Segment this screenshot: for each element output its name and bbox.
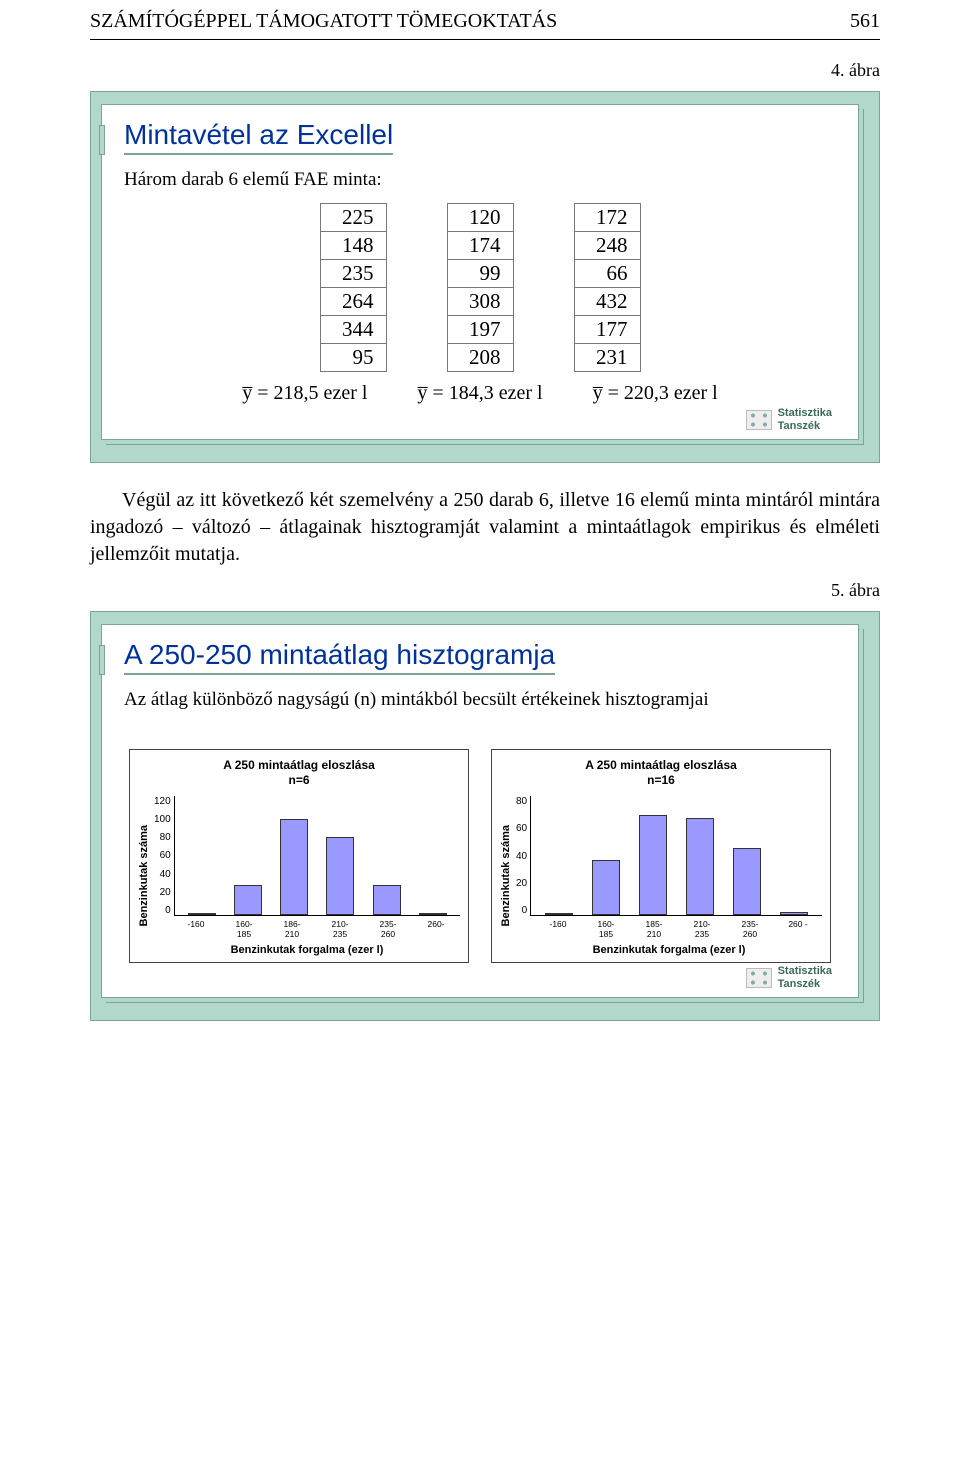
footer-line-2: Tanszék	[778, 420, 832, 433]
mean-3: y̅ = 220,3 ezer l	[593, 382, 718, 405]
slide2-title: A 250-250 mintaátlag hisztogramja	[124, 639, 555, 675]
running-header: SZÁMÍTÓGÉPPEL TÁMOGATOTT TÖMEGOKTATÁS 56…	[90, 10, 880, 33]
chart1-xlabel: Benzinkutak forgalma (ezer l)	[154, 944, 460, 956]
chart1-bars	[174, 796, 460, 916]
corvinus-logo-icon	[746, 410, 772, 430]
slide2-subtitle: Az átlag különböző nagyságú (n) mintákbó…	[124, 689, 836, 711]
bar	[234, 885, 262, 915]
accent-bar	[99, 125, 105, 155]
bar	[639, 815, 667, 915]
sample-col-1: 225 148 235 264 344 95	[320, 203, 387, 372]
figure-4-label: 4. ábra	[90, 60, 880, 81]
mean-1: y̅ = 218,5 ezer l	[242, 382, 367, 405]
chart2-title: A 250 mintaátlag eloszlása n=16	[500, 758, 822, 788]
chart2-ylabel: Benzinkutak száma	[500, 825, 512, 926]
chart1-yaxis: 120 100 80 60 40 20 0	[154, 796, 174, 916]
header-title: SZÁMÍTÓGÉPPEL TÁMOGATOTT TÖMEGOKTATÁS	[90, 10, 557, 33]
bar	[188, 913, 216, 915]
slide2-footer: Statisztika Tanszék	[746, 965, 832, 991]
footer2-line-2: Tanszék	[778, 978, 832, 991]
slide-histograms: A 250-250 mintaátlag hisztogramja Az átl…	[90, 611, 880, 1021]
bar	[373, 885, 401, 915]
bar	[733, 848, 761, 915]
bar	[545, 913, 573, 915]
chart1-ylabel: Benzinkutak száma	[138, 825, 150, 926]
chart2-yaxis: 80 60 40 20 0	[516, 796, 530, 916]
means-row: y̅ = 218,5 ezer l y̅ = 184,3 ezer l y̅ =…	[124, 382, 836, 405]
bar	[780, 912, 808, 915]
body-paragraph: Végül az itt következő két szemelvény a …	[90, 487, 880, 568]
slide1-title: Mintavétel az Excellel	[124, 119, 393, 155]
bar	[686, 818, 714, 915]
corvinus-logo-icon-2	[746, 968, 772, 988]
chart1-title: A 250 mintaátlag eloszlása n=6	[138, 758, 460, 788]
sample-col-3: 172 248 66 432 177 231	[574, 203, 641, 372]
slide2-inner: A 250-250 mintaátlag hisztogramja Az átl…	[101, 624, 859, 998]
chart2-xlabel: Benzinkutak forgalma (ezer l)	[516, 944, 822, 956]
bar	[280, 819, 308, 915]
footer2-line-1: Statisztika	[778, 965, 832, 978]
sample-col-2: 120 174 99 308 197 208	[447, 203, 514, 372]
slide-inner: Mintavétel az Excellel Három darab 6 ele…	[101, 104, 859, 440]
slide1-footer: Statisztika Tanszék	[746, 407, 832, 433]
chart1-xaxis: -160160-185186-210210-235235-260260-	[154, 919, 460, 939]
page-number: 561	[850, 10, 880, 33]
accent-bar-2	[99, 645, 105, 675]
chart2-xaxis: -160160-185185-210210-235235-260260 -	[516, 919, 822, 939]
chart-n16: A 250 mintaátlag eloszlása n=16 Benzinku…	[491, 749, 831, 963]
chart-n6: A 250 mintaátlag eloszlása n=6 Benzinkut…	[129, 749, 469, 963]
chart2-bars	[530, 796, 822, 916]
sample-tables: 225 148 235 264 344 95 120 174 99 308 19…	[124, 203, 836, 372]
document-page: SZÁMÍTÓGÉPPEL TÁMOGATOTT TÖMEGOKTATÁS 56…	[0, 0, 960, 1059]
slide-sampling: Mintavétel az Excellel Három darab 6 ele…	[90, 91, 880, 463]
header-rule	[90, 39, 880, 40]
bar	[419, 913, 447, 915]
bar	[592, 860, 620, 915]
slide1-subtitle: Három darab 6 elemű FAE minta:	[124, 169, 836, 191]
figure-5-label: 5. ábra	[90, 580, 880, 601]
footer-line-1: Statisztika	[778, 407, 832, 420]
charts-row: A 250 mintaátlag eloszlása n=6 Benzinkut…	[124, 749, 836, 963]
mean-2: y̅ = 184,3 ezer l	[417, 382, 542, 405]
bar	[326, 837, 354, 915]
